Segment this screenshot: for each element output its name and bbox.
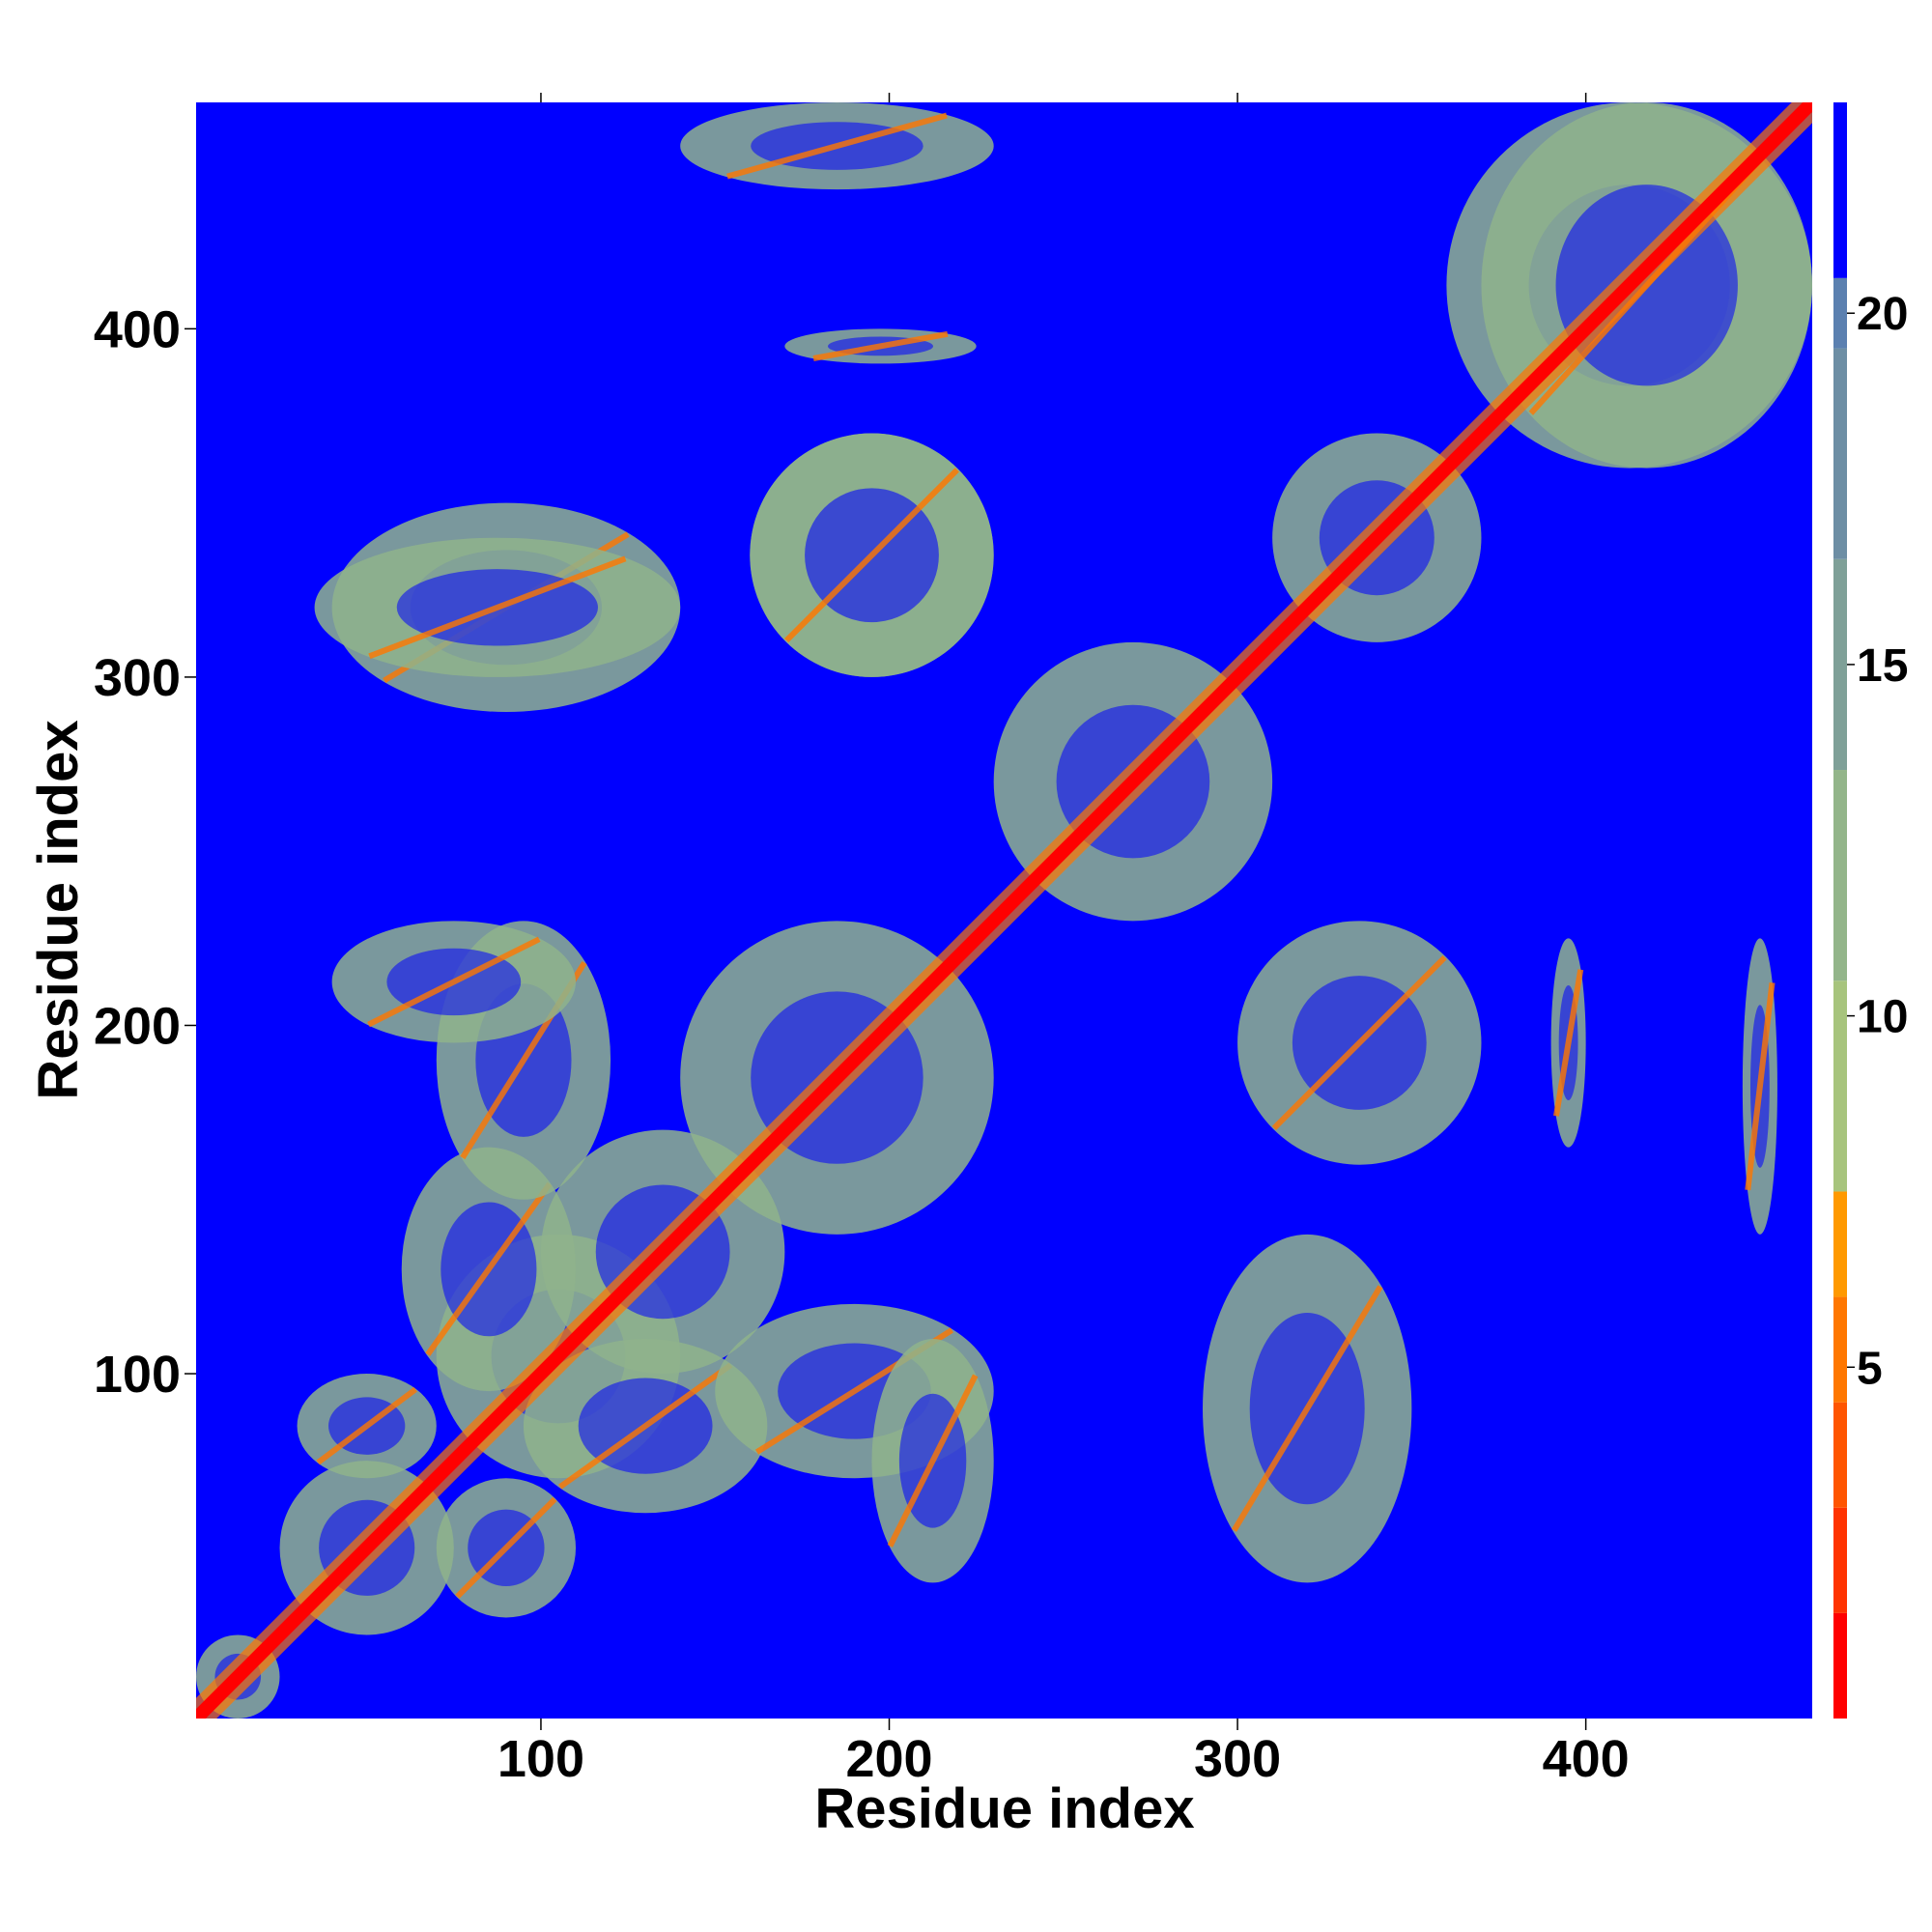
x-tick-label-100: 100: [497, 1730, 584, 1788]
y-axis-title: Residue index: [27, 720, 90, 1099]
x-axis-ticks: 100 200 300 400: [497, 93, 1630, 1788]
colorbar-segment-10: [1833, 102, 1847, 278]
contact-strand-16: [1553, 969, 1584, 1117]
colorbar-segment-1: [1833, 1507, 1847, 1613]
colorbar-tick-label-10: 10: [1857, 992, 1908, 1043]
colorbar-segment-4: [1833, 1191, 1847, 1297]
contact-strand-17: [812, 330, 949, 361]
y-tick-label-200: 200: [94, 997, 181, 1055]
colorbar-segment-5: [1833, 980, 1847, 1192]
colorbar-segment-7: [1833, 558, 1847, 771]
colorbar-tick-label-5: 5: [1857, 1343, 1883, 1394]
y-tick-label-100: 100: [94, 1346, 181, 1404]
x-tick-label-300: 300: [1194, 1730, 1281, 1788]
contact-strand-3: [425, 1181, 553, 1356]
colorbar-segment-9: [1833, 277, 1847, 349]
colorbar-tick-label-20: 20: [1857, 289, 1908, 340]
x-axis-title: Residue index: [814, 1777, 1194, 1840]
y-axis-ticks: 100 200 300 400: [94, 300, 196, 1404]
y-tick-label-400: 400: [94, 300, 181, 358]
contact-strand-12: [368, 555, 627, 660]
colorbar-segment-6: [1833, 770, 1847, 981]
contact-strand-10: [1271, 955, 1447, 1130]
contact-strand-15: [1745, 981, 1776, 1191]
colorbar-segment-2: [1833, 1402, 1847, 1508]
contact-strand-13: [784, 468, 959, 643]
contact-strand-2: [558, 1362, 733, 1490]
colorbar-tick-label-15: 15: [1857, 640, 1908, 692]
contact-strand-0: [316, 1386, 417, 1465]
heatmap-cells: [196, 102, 1812, 1719]
contact-strand-7: [367, 936, 541, 1028]
colorbar-segment-8: [1833, 348, 1847, 559]
colorbar-segment-0: [1833, 1612, 1847, 1719]
x-tick-label-200: 200: [845, 1730, 932, 1788]
contact-strand-6: [887, 1374, 979, 1548]
contact-strand-1: [455, 1496, 557, 1599]
colorbar: 5 10 15 20: [1833, 102, 1908, 1719]
diagonal-line: [196, 102, 1812, 1719]
contact-strand-8: [1231, 1285, 1383, 1532]
contact-strand-14: [726, 112, 948, 180]
y-tick-label-300: 300: [94, 649, 181, 707]
colorbar-segment-3: [1833, 1296, 1847, 1403]
x-tick-label-400: 400: [1543, 1730, 1630, 1788]
